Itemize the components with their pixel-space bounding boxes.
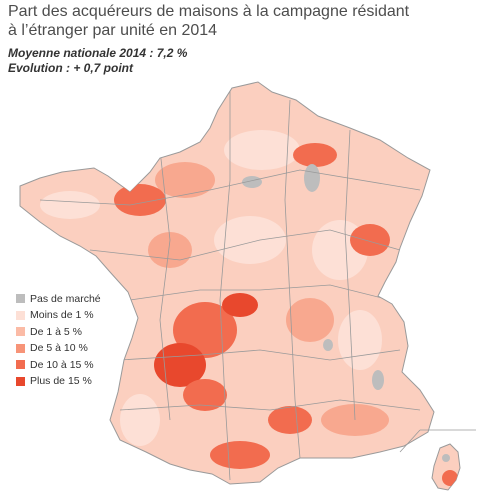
patch-low-landes <box>120 394 160 446</box>
title-line-2: à l’étranger par unité en 2014 <box>8 22 218 39</box>
patch-low-alps <box>338 310 382 370</box>
map-legend: Pas de marché Moins de 1 % De 1 à 5 % De… <box>16 291 101 390</box>
map-title: Part des acquéreurs de maisons à la camp… <box>8 2 448 40</box>
patch-high-dordogne <box>183 379 227 411</box>
title-line-1: Part des acquéreurs de maisons à la camp… <box>8 3 410 20</box>
mainland-base <box>19 81 435 485</box>
patch-low-brittany <box>40 191 100 219</box>
legend-item-over-15: Plus de 15 % <box>16 374 101 389</box>
patch-high-charente <box>154 343 206 387</box>
legend-item-1-5: De 1 à 5 % <box>16 324 101 339</box>
legend-label: De 1 à 5 % <box>30 325 82 338</box>
legend-swatch <box>16 310 25 320</box>
patch-high-champagne <box>293 143 337 167</box>
legend-item-no-market: Pas de marché <box>16 291 101 306</box>
patch-mid-loire <box>148 232 192 268</box>
legend-swatch <box>16 327 25 336</box>
patch-none-lorraine <box>304 164 320 192</box>
patch-mid-rhone <box>286 298 334 342</box>
share-patches <box>39 90 421 481</box>
corsica-patch-high <box>442 470 458 486</box>
patch-mid-normandy <box>155 162 215 198</box>
corsica-patch-none <box>442 454 450 462</box>
patch-high-pyrenees <box>210 441 270 469</box>
department-borders <box>39 90 421 481</box>
patch-high-brittany <box>114 184 166 216</box>
legend-label: De 5 à 10 % <box>30 342 88 354</box>
legend-label: Plus de 15 % <box>30 375 92 387</box>
patch-none-alps <box>372 370 384 390</box>
legend-label: Moins de 1 % <box>30 309 94 321</box>
national-average: Moyenne nationale 2014 : 7,2 % <box>8 46 188 60</box>
patch-none-lyon <box>323 339 333 351</box>
patch-high-lorraine <box>350 224 390 256</box>
corsica-inset-line <box>399 429 421 453</box>
patch-none-paris <box>242 176 262 188</box>
legend-item-5-10: De 5 à 10 % <box>16 341 101 356</box>
map-subtitle: Moyenne nationale 2014 : 7,2 % Evolution… <box>8 46 187 76</box>
mainland-france <box>19 81 435 485</box>
patch-low-centre <box>214 216 286 264</box>
legend-swatch <box>16 376 25 386</box>
legend-label: Pas de marché <box>30 292 101 305</box>
legend-swatch <box>16 360 25 369</box>
legend-label: De 10 à 15 % <box>30 358 94 371</box>
legend-item-under-1: Moins de 1 % <box>16 308 101 323</box>
patch-low-north <box>224 130 300 170</box>
corsica <box>399 429 476 491</box>
legend-swatch <box>16 294 25 303</box>
legend-item-10-15: De 10 à 15 % <box>16 357 101 372</box>
legend-swatch <box>16 343 25 353</box>
evolution: Evolution : + 0,7 point <box>8 61 134 75</box>
patch-high-languedoc <box>268 406 312 434</box>
patch-high-auvergne <box>222 293 258 317</box>
